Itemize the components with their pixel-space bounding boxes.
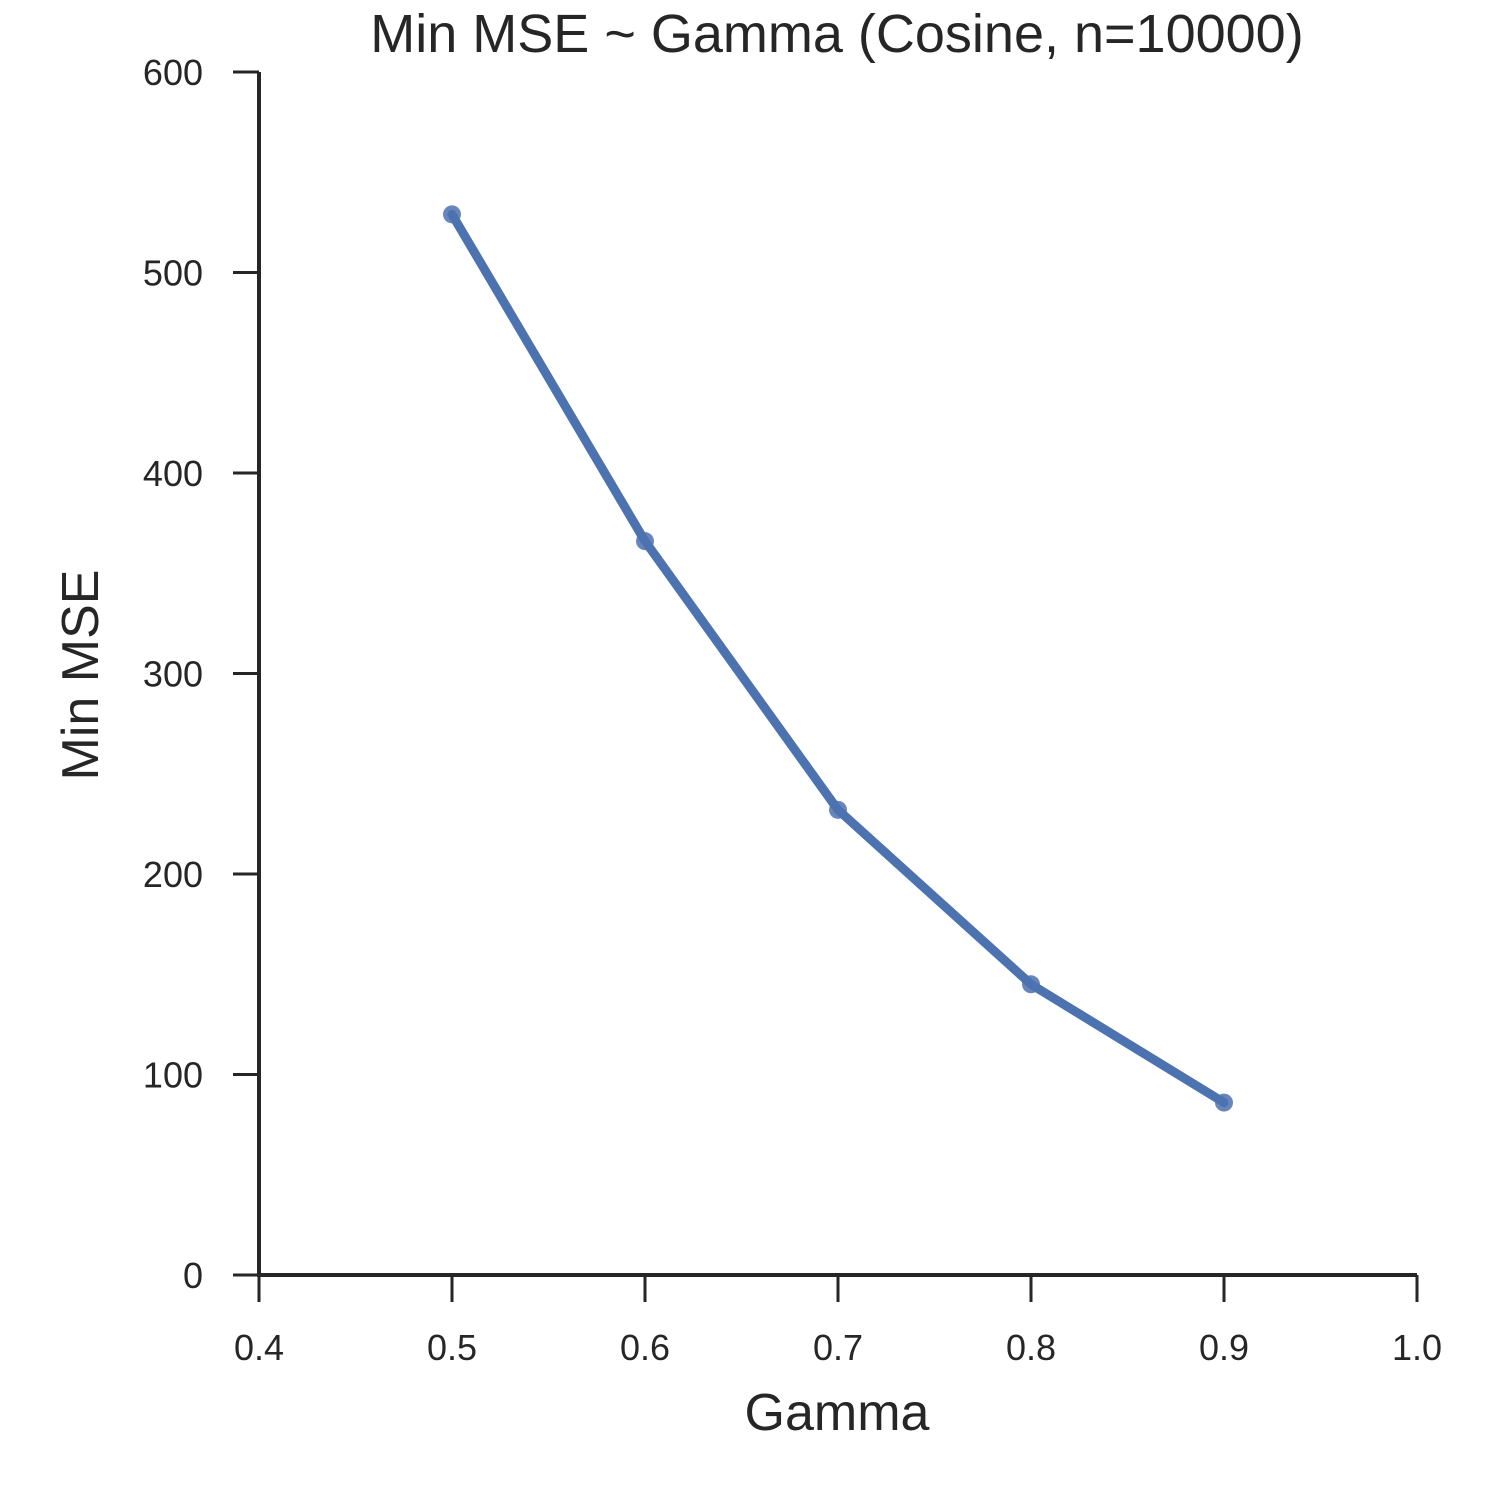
x-tick-label: 0.9 bbox=[1199, 1327, 1249, 1368]
data-point bbox=[1215, 1093, 1233, 1112]
plot-area: 0 100 200 300 400 500 600 0.4 0.5 0.6 0.7 0.8 0.9 1.… bbox=[143, 52, 1442, 1368]
x-tick-label: 0.8 bbox=[1006, 1327, 1056, 1368]
series-line bbox=[447, 209, 1229, 1108]
y-tick-label: 500 bbox=[143, 253, 203, 294]
data-point bbox=[636, 532, 654, 551]
chart-title: Min MSE ~ Gamma (Cosine, n=10000) bbox=[370, 4, 1303, 64]
y-tick-label: 100 bbox=[143, 1055, 203, 1096]
x-tick-label: 0.6 bbox=[620, 1327, 670, 1368]
y-axis-label: Min MSE bbox=[52, 570, 110, 781]
x-axis-ticks: 0.4 0.5 0.6 0.7 0.8 0.9 1.0 bbox=[234, 1275, 1442, 1368]
y-tick-label: 200 bbox=[143, 854, 203, 895]
y-tick-label: 400 bbox=[143, 453, 203, 494]
data-point bbox=[829, 800, 847, 819]
x-tick-label: 1.0 bbox=[1392, 1327, 1442, 1368]
y-tick-label: 600 bbox=[143, 52, 203, 93]
y-tick-label: 300 bbox=[143, 654, 203, 695]
x-tick-label: 0.4 bbox=[234, 1327, 284, 1368]
y-tick-label: 0 bbox=[183, 1255, 203, 1296]
data-point bbox=[443, 205, 461, 224]
x-axis-label: Gamma bbox=[745, 1384, 930, 1442]
x-tick-label: 0.5 bbox=[427, 1327, 477, 1368]
series-layer bbox=[443, 205, 1233, 1112]
y-axis-ticks: 0 100 200 300 400 500 600 bbox=[143, 52, 259, 1296]
x-tick-label: 0.7 bbox=[813, 1327, 863, 1368]
data-point bbox=[1022, 975, 1040, 994]
